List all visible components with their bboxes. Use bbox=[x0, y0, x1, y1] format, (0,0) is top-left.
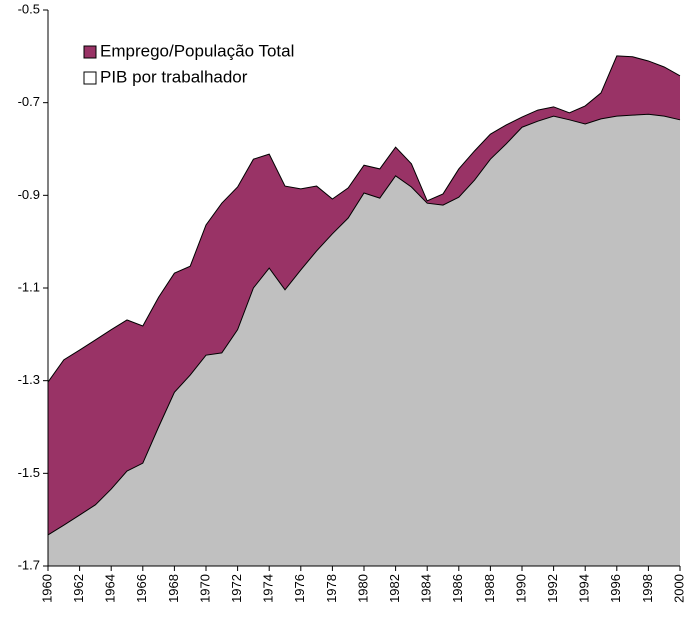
x-tick-label: 1976 bbox=[292, 574, 307, 603]
x-tick-label: 1986 bbox=[450, 574, 465, 603]
legend-label: Emprego/População Total bbox=[100, 41, 294, 60]
y-tick-label: -1.7 bbox=[18, 557, 40, 572]
x-tick-label: 1972 bbox=[229, 574, 244, 603]
legend-swatch bbox=[83, 45, 97, 59]
y-tick-label: -0.5 bbox=[18, 1, 40, 16]
area-line bbox=[47, 55, 681, 383]
x-tick-label: 1968 bbox=[166, 574, 181, 603]
x-tick-label: 1966 bbox=[134, 574, 149, 603]
x-tick-label: 1970 bbox=[197, 574, 212, 603]
y-tick-label: -0.9 bbox=[18, 187, 40, 202]
area-line bbox=[47, 113, 681, 536]
x-tick-label: 1992 bbox=[545, 574, 560, 603]
x-tick-label: 1988 bbox=[482, 574, 497, 603]
x-tick-label: 1982 bbox=[387, 574, 402, 603]
x-tick-label: 2000 bbox=[671, 574, 686, 603]
x-tick-label: 1990 bbox=[513, 574, 528, 603]
x-tick-label: 1980 bbox=[355, 574, 370, 603]
legend-label: PIB por trabalhador bbox=[100, 67, 248, 86]
legend-swatch bbox=[83, 71, 97, 85]
x-tick-label: 1974 bbox=[261, 574, 276, 603]
x-tick-label: 1984 bbox=[419, 574, 434, 603]
y-tick-label: -0.7 bbox=[18, 94, 40, 109]
x-tick-label: 1998 bbox=[640, 574, 655, 603]
y-tick-label: -1.3 bbox=[18, 372, 40, 387]
x-tick-label: 1994 bbox=[577, 574, 592, 603]
x-tick-label: 1960 bbox=[39, 574, 54, 603]
x-tick-label: 1964 bbox=[103, 574, 118, 603]
y-tick-label: -1.1 bbox=[18, 279, 40, 294]
x-tick-label: 1978 bbox=[324, 574, 339, 603]
x-tick-label: 1962 bbox=[71, 574, 86, 603]
area bbox=[48, 114, 680, 566]
y-tick-label: -1.5 bbox=[18, 465, 40, 480]
x-tick-label: 1996 bbox=[608, 574, 623, 603]
